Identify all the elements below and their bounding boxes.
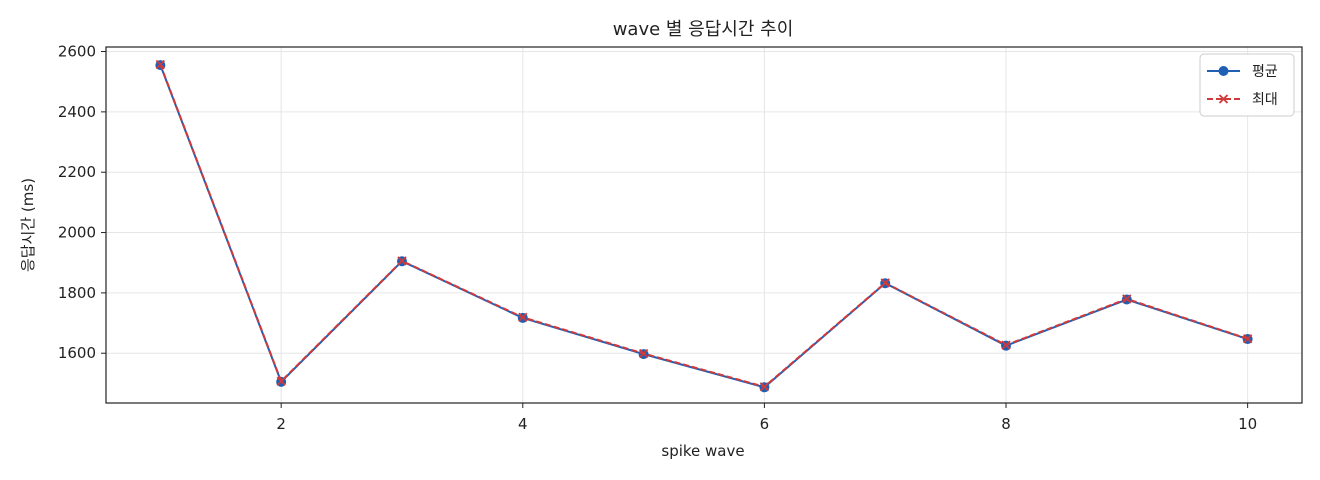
plot-area-frame: [105, 46, 1303, 404]
x-tick-label: 6: [760, 415, 770, 433]
x-tick-label: 8: [1001, 415, 1011, 433]
data-point: [1001, 340, 1011, 350]
data-point: [155, 59, 166, 70]
legend-item: 최대: [1207, 92, 1278, 108]
series-group: [155, 59, 1253, 393]
y-axis: 1600 1800 2000 2200 2400 2600: [58, 43, 106, 362]
y-tick-label: 2000: [58, 224, 96, 242]
x-tick-label: 4: [518, 415, 528, 433]
y-tick-label: 2600: [58, 43, 96, 61]
x-axis-label: spike wave: [661, 442, 744, 460]
series-1: [155, 60, 1253, 393]
y-tick-label: 1800: [58, 284, 96, 302]
data-point: [518, 312, 528, 322]
y-tick-label: 2200: [58, 163, 96, 181]
legend-item: 평균: [1207, 64, 1278, 80]
x-axis: 2 4 6 8 10: [276, 403, 1257, 433]
data-point: [397, 256, 407, 266]
legend-label: 최대: [1252, 92, 1278, 108]
chart-title: wave 별 응답시간 추이: [613, 19, 794, 40]
data-point: [276, 376, 286, 386]
series-line: [159, 64, 1248, 388]
y-tick-label: 1600: [58, 344, 96, 362]
legend-box: [1199, 53, 1295, 117]
legend-label: 평균: [1252, 64, 1278, 80]
data-point: [638, 348, 649, 359]
data-point: [880, 278, 890, 288]
x-tick-label: 2: [276, 415, 286, 433]
x-tick-label: 10: [1238, 415, 1257, 433]
data-point: [1243, 334, 1253, 344]
grid: [106, 47, 1302, 403]
legend-marker: [1218, 94, 1229, 104]
data-point: [759, 382, 770, 392]
y-tick-label: 2400: [58, 103, 96, 121]
legend-marker: [1218, 66, 1229, 76]
series-2: [155, 59, 1253, 392]
y-axis-label: 응답시간 (ms): [19, 178, 37, 272]
data-point: [1122, 294, 1132, 304]
